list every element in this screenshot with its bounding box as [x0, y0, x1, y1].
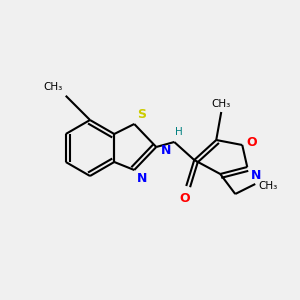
Text: H: H	[175, 127, 183, 137]
Text: N: N	[137, 172, 148, 185]
Text: O: O	[246, 136, 257, 149]
Text: CH₃: CH₃	[212, 99, 231, 109]
Text: N: N	[251, 169, 262, 182]
Text: O: O	[179, 192, 190, 205]
Text: N: N	[161, 144, 171, 157]
Text: CH₃: CH₃	[258, 181, 278, 191]
Text: CH₃: CH₃	[44, 82, 63, 92]
Text: S: S	[137, 108, 146, 121]
